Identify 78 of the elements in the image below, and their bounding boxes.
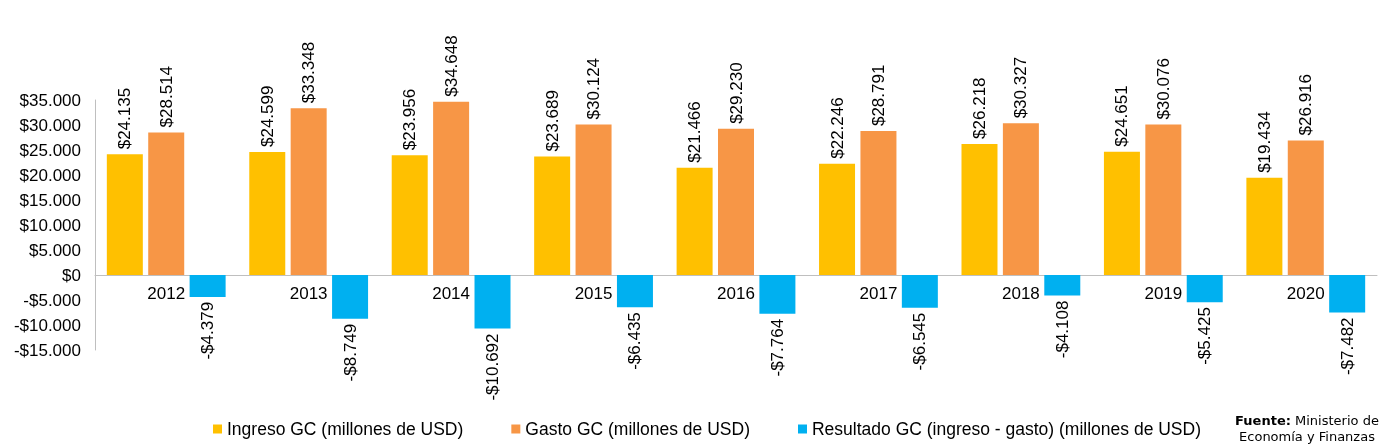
legend-label: Ingreso GC (millones de USD) [227,419,464,439]
bar [290,108,327,275]
data-label: $26.218 [969,77,989,139]
data-label: $23.689 [542,90,562,152]
bar [1002,123,1039,275]
bar [1186,275,1223,303]
bar [1145,124,1182,275]
bar [106,154,143,275]
bar [616,275,653,308]
data-label: $26.916 [1296,73,1316,136]
bar [676,167,713,275]
bar [1287,140,1324,275]
x-tick-label: 2019 [1144,284,1183,303]
data-label: -$6.545 [910,312,930,371]
data-label: $28.514 [156,65,176,128]
y-tick-label: -$10.000 [13,315,81,335]
bar [901,275,938,308]
legend-label: Gasto GC (millones de USD) [525,419,750,439]
bar [1246,177,1283,275]
data-label: -$6.435 [625,312,645,370]
bar [1103,151,1140,275]
x-tick-label: 2014 [432,284,471,303]
y-tick-label: $30.000 [19,115,81,135]
bar [189,275,226,297]
data-label: $22.246 [827,97,847,159]
data-label: -$5.425 [1195,307,1215,365]
data-label: $30.124 [584,57,604,120]
x-tick-label: 2018 [1001,284,1040,303]
bar [1329,275,1366,313]
y-tick-label: $25.000 [19,140,81,160]
bar [819,163,856,275]
y-tick-label: $35.000 [19,90,81,110]
x-tick-label: 2015 [574,284,613,303]
bar [961,143,998,275]
bar [433,101,470,275]
data-label: $24.599 [257,85,277,148]
data-label: $28.791 [868,64,888,127]
y-tick-label: -$15.000 [13,340,81,360]
data-label: $30.076 [1153,58,1173,120]
y-tick-label: $0 [62,265,81,285]
bar [575,124,612,275]
x-tick-label: 2020 [1286,284,1325,303]
data-label: $30.327 [1011,56,1031,119]
bar [332,275,369,319]
data-label: -$8.749 [340,323,360,382]
bar [860,131,897,275]
bar [534,156,571,275]
y-tick-label: $10.000 [19,215,81,235]
bar [148,132,185,275]
data-label: -$7.482 [1337,317,1357,376]
bar [718,128,754,275]
bar [474,275,511,329]
x-tick-label: 2013 [289,284,328,303]
data-label: -$4.379 [198,301,218,360]
data-label: $24.651 [1112,85,1132,147]
data-label: $23.956 [400,88,420,151]
data-label: $21.466 [685,101,705,163]
data-label: $24.135 [115,87,135,150]
y-tick-label: -$5.000 [23,290,81,310]
data-label: -$10.692 [483,333,503,401]
bar [1044,275,1081,296]
y-tick-label: $20.000 [19,165,81,185]
data-label: $34.648 [441,35,461,97]
bar [759,275,796,314]
source-note: Fuente: Ministerio de Economía y Finanzas [1234,413,1380,445]
x-tick-label: 2017 [859,284,898,303]
data-label: -$7.764 [767,318,787,377]
data-label: $33.348 [299,41,319,104]
data-label: $19.434 [1254,111,1274,173]
x-tick-label: 2012 [147,284,186,303]
bar [391,155,428,275]
y-tick-label: $15.000 [19,190,81,210]
data-label: $29.230 [726,62,746,124]
bar [249,152,286,275]
y-tick-label: $5.000 [29,240,81,260]
x-tick-label: 2016 [717,284,755,303]
legend-label: Resultado GC (ingreso - gasto) (millones de USD) [811,419,1202,439]
data-label: -$4.108 [1052,300,1072,359]
